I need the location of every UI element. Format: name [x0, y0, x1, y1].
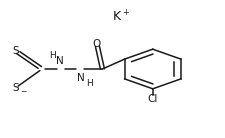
Text: S: S — [12, 46, 18, 56]
Text: K: K — [113, 10, 121, 23]
Text: O: O — [93, 39, 101, 49]
Text: H: H — [86, 79, 92, 88]
Text: S: S — [12, 83, 18, 93]
Text: N: N — [77, 73, 85, 83]
Text: H: H — [49, 51, 56, 60]
Text: Cl: Cl — [148, 94, 158, 104]
Text: +: + — [122, 8, 129, 17]
Text: N: N — [56, 56, 64, 66]
Text: −: − — [20, 87, 26, 96]
